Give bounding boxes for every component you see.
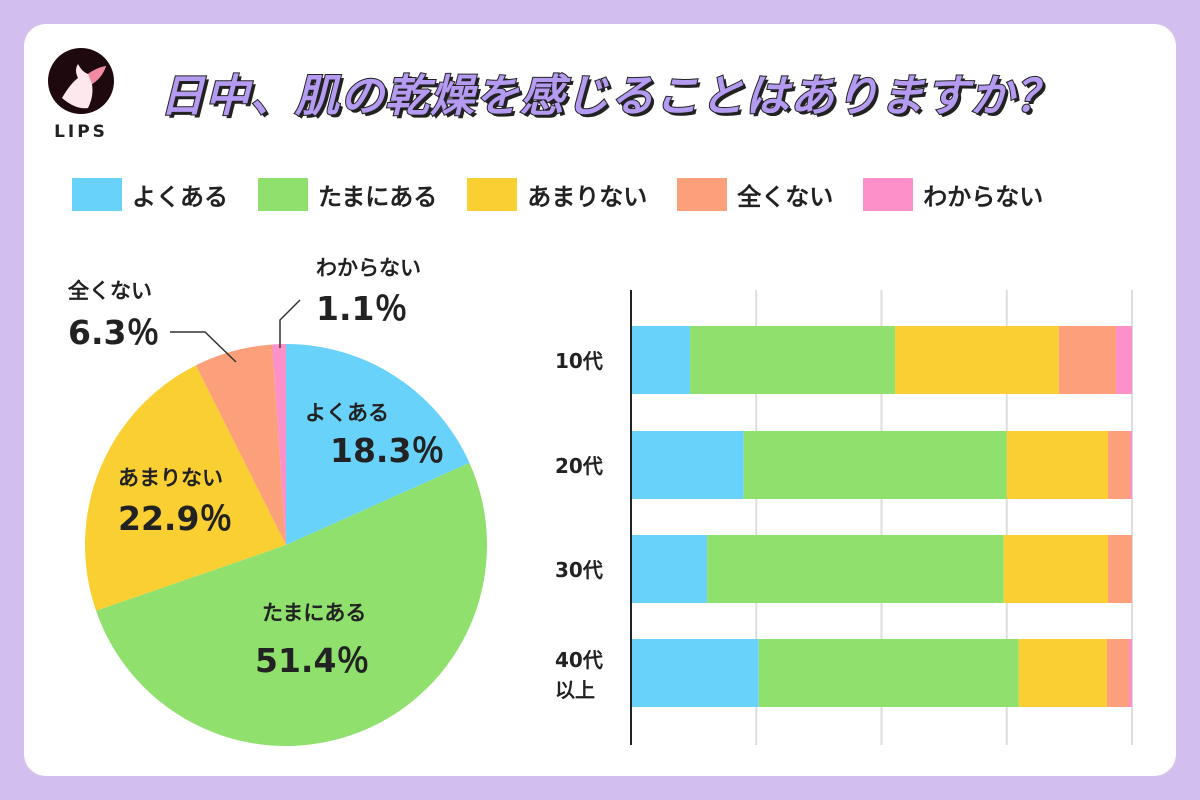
lips-logo — [48, 48, 114, 114]
bar-segment — [1058, 326, 1116, 394]
bar-category-label: 40代 — [555, 648, 603, 672]
leader-line — [170, 331, 237, 363]
bar-segment — [1107, 535, 1132, 603]
legend-swatch — [467, 178, 518, 211]
legend-swatch — [72, 178, 122, 211]
pie-slice — [195, 344, 286, 545]
legend: よくある たまにある あまりない 全くない わからない — [72, 177, 1073, 212]
bar-segment — [1018, 639, 1107, 707]
legend-item: たまにある — [258, 177, 437, 212]
bar-segment — [1003, 535, 1108, 603]
chart-title: 日中、肌の乾燥を感じることはありますか？ — [159, 70, 1060, 123]
legend-label: たまにある — [318, 183, 438, 211]
pie-category-label: あまりない — [118, 466, 223, 490]
pie-value-label: 1.1％ — [316, 289, 407, 328]
pie-category-label: わからない — [316, 256, 421, 280]
bar-segment — [758, 639, 1019, 707]
pie-value-label: 51.4％ — [255, 641, 369, 680]
bar-segment — [1107, 431, 1130, 499]
pie-value-label: 6.3％ — [68, 313, 159, 352]
bar-category-label: 30代 — [555, 558, 603, 582]
legend-label: わからない — [923, 183, 1044, 211]
pie-slice — [286, 344, 470, 545]
pie-value-label: 18.3％ — [330, 431, 444, 470]
leader-line — [279, 299, 301, 348]
legend-label: あまりない — [527, 183, 648, 211]
pie-value-label: 22.9％ — [118, 499, 232, 538]
pie-category-label: たまにある — [262, 601, 366, 625]
bar-segment — [1006, 431, 1108, 499]
bar-category-label: 以上 — [555, 678, 595, 702]
bar-category-label: 10代 — [555, 349, 603, 373]
pie-category-label: 全くない — [67, 279, 152, 303]
bar-segment — [631, 639, 759, 707]
bar-segment — [707, 535, 1004, 603]
legend-label: 全くない — [737, 183, 834, 211]
bar-segment — [743, 431, 1007, 499]
legend-swatch — [258, 178, 308, 211]
bar-segment — [690, 326, 896, 394]
pie-slice — [96, 462, 488, 747]
legend-swatch — [863, 178, 914, 211]
legend-item: わからない — [863, 177, 1043, 212]
legend-label: よくある — [132, 183, 228, 211]
bar-segment — [895, 326, 1059, 394]
pie-slice — [84, 365, 286, 611]
legend-item: あまりない — [467, 177, 647, 212]
bar-segment — [631, 535, 708, 603]
logo-text: LIPS — [54, 122, 108, 142]
bar-segment — [1129, 431, 1132, 499]
legend-item: 全くない — [677, 177, 833, 212]
bar-segment — [1106, 639, 1129, 707]
bar-segment — [1128, 639, 1132, 707]
bar-segment — [1115, 326, 1132, 394]
legend-swatch — [677, 178, 728, 211]
bar-segment — [631, 431, 744, 499]
bar-segment — [631, 326, 691, 394]
legend-item: よくある — [72, 177, 228, 212]
pie-category-label: よくある — [305, 401, 389, 425]
bar-category-label: 20代 — [555, 454, 603, 478]
pie-slice — [272, 344, 286, 545]
